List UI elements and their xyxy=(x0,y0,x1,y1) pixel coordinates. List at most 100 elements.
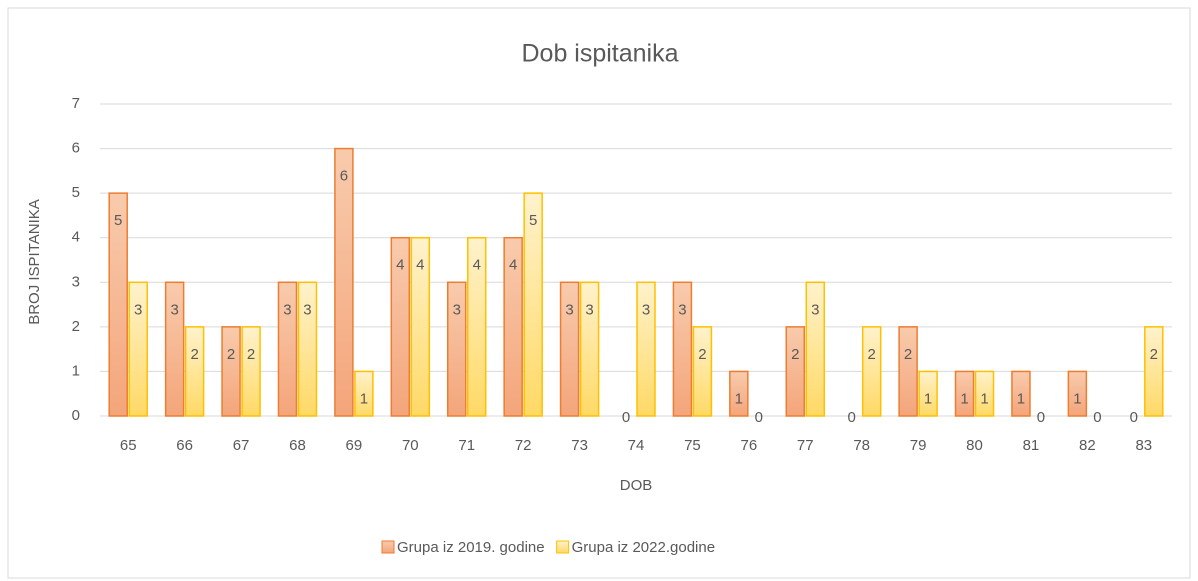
bar xyxy=(898,326,918,417)
data-label: 5 xyxy=(529,212,537,229)
bar xyxy=(128,281,148,417)
y-tick-label: 4 xyxy=(72,229,80,246)
data-label: 2 xyxy=(1150,346,1158,363)
x-tick-label: 70 xyxy=(402,437,419,454)
x-tick-label: 66 xyxy=(176,437,193,454)
data-label: 1 xyxy=(924,390,932,407)
data-label: 3 xyxy=(565,301,573,318)
x-tick-label: 65 xyxy=(120,437,137,454)
x-axis-label: DOB xyxy=(620,477,653,494)
data-label: 4 xyxy=(509,257,517,274)
data-label: 3 xyxy=(811,301,819,318)
data-label: 3 xyxy=(170,301,178,318)
bar xyxy=(523,192,543,417)
legend-label: Grupa iz 2019. godine xyxy=(397,539,545,556)
bar xyxy=(672,281,693,417)
data-label: 3 xyxy=(453,301,461,318)
data-label: 2 xyxy=(247,346,255,363)
bar xyxy=(354,370,374,417)
bar xyxy=(729,370,749,417)
data-label: 3 xyxy=(283,301,291,318)
bar xyxy=(974,370,995,417)
bar xyxy=(861,326,882,417)
legend-label: Grupa iz 2022.godine xyxy=(572,539,715,556)
bar xyxy=(184,326,205,417)
data-label: 3 xyxy=(134,301,142,318)
bar xyxy=(221,326,241,417)
x-tick-label: 72 xyxy=(515,437,532,454)
bar xyxy=(1011,370,1031,417)
y-tick-label: 0 xyxy=(72,407,80,424)
data-label: 1 xyxy=(1017,390,1025,407)
bar xyxy=(636,281,656,417)
data-label: 1 xyxy=(980,390,988,407)
data-label: 0 xyxy=(1093,409,1101,426)
bar xyxy=(1144,326,1164,417)
x-tick-label: 79 xyxy=(910,437,927,454)
data-label: 0 xyxy=(848,409,856,426)
bar xyxy=(785,326,806,417)
data-label: 0 xyxy=(1130,409,1138,426)
bar xyxy=(466,236,487,417)
chart-title: Dob ispitanika xyxy=(521,40,678,68)
x-tick-label: 74 xyxy=(628,437,645,454)
data-label: 6 xyxy=(340,168,348,185)
bar xyxy=(446,281,467,417)
legend-swatch xyxy=(556,540,570,554)
data-label: 4 xyxy=(473,257,481,274)
bar xyxy=(334,147,354,417)
bar xyxy=(390,236,411,417)
x-tick-label: 82 xyxy=(1079,437,1096,454)
x-tick-label: 78 xyxy=(853,437,870,454)
data-label: 4 xyxy=(416,257,424,274)
bar xyxy=(805,281,826,417)
y-tick-label: 3 xyxy=(72,273,80,290)
data-label: 1 xyxy=(1073,390,1081,407)
data-label: 3 xyxy=(585,301,593,318)
data-label: 5 xyxy=(114,212,122,229)
x-tick-label: 80 xyxy=(966,437,983,454)
bar xyxy=(559,281,580,417)
data-label: 4 xyxy=(396,257,404,274)
bar xyxy=(918,370,938,417)
data-label: 0 xyxy=(622,409,630,426)
x-tick-label: 77 xyxy=(797,437,814,454)
data-label: 0 xyxy=(755,409,763,426)
data-label: 0 xyxy=(1037,409,1045,426)
data-label: 3 xyxy=(642,301,650,318)
data-label: 2 xyxy=(190,346,198,363)
data-label: 3 xyxy=(303,301,311,318)
x-tick-label: 68 xyxy=(289,437,306,454)
y-tick-label: 7 xyxy=(72,95,80,112)
bar xyxy=(241,326,261,417)
y-tick-label: 2 xyxy=(72,318,80,335)
data-label: 1 xyxy=(960,390,968,407)
bar xyxy=(277,281,298,417)
x-tick-label: 81 xyxy=(1023,437,1040,454)
x-tick-label: 75 xyxy=(684,437,701,454)
data-label: 2 xyxy=(698,346,706,363)
bar xyxy=(503,236,523,417)
bar xyxy=(954,370,975,417)
data-label: 2 xyxy=(904,346,912,363)
data-label: 2 xyxy=(227,346,235,363)
data-label: 2 xyxy=(868,346,876,363)
y-tick-label: 6 xyxy=(72,140,80,157)
data-label: 2 xyxy=(791,346,799,363)
x-tick-label: 83 xyxy=(1135,437,1152,454)
data-label: 1 xyxy=(735,390,743,407)
x-tick-label: 71 xyxy=(458,437,475,454)
x-tick-label: 69 xyxy=(346,437,363,454)
x-tick-label: 67 xyxy=(233,437,250,454)
bar xyxy=(164,281,185,417)
data-label: 3 xyxy=(678,301,686,318)
legend-swatch xyxy=(381,540,395,554)
bar xyxy=(108,192,128,417)
y-axis-label: BROJ ISPITANIKA xyxy=(26,199,43,325)
x-tick-label: 76 xyxy=(740,437,757,454)
data-label: 1 xyxy=(360,390,368,407)
y-tick-label: 5 xyxy=(72,184,80,201)
bar xyxy=(297,281,318,417)
bar xyxy=(692,326,713,417)
